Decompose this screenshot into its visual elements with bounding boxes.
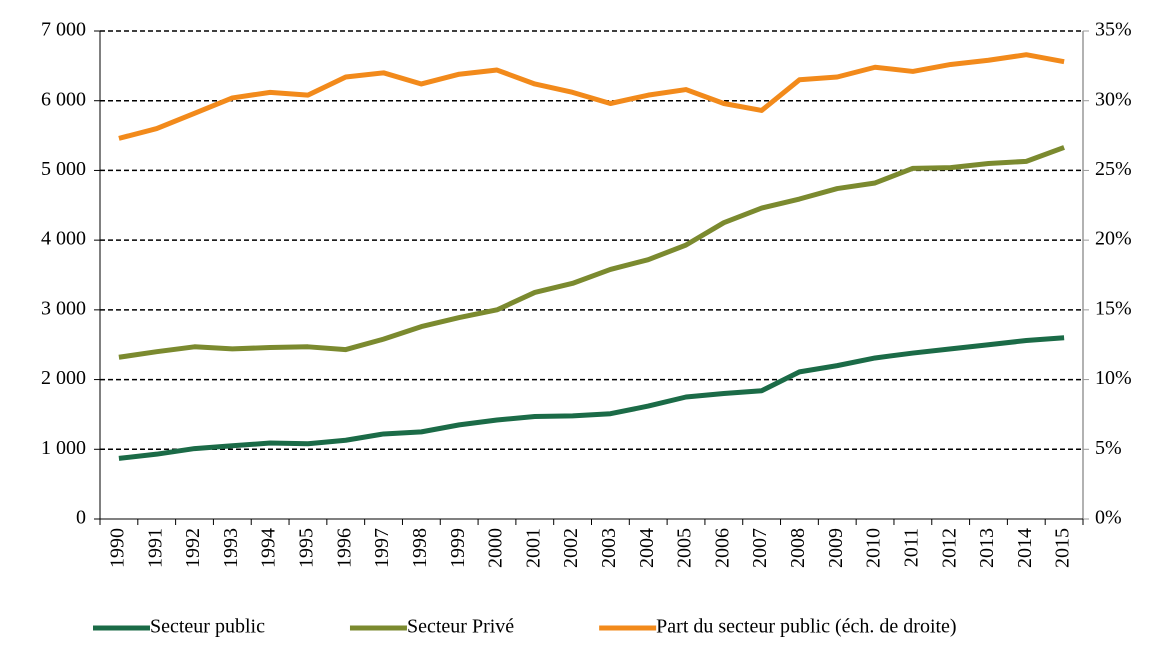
y2-tick-label: 25% — [1095, 158, 1132, 180]
series-line — [118, 335, 1065, 461]
x-tick-label: 1997 — [371, 528, 393, 568]
x-tick-label: 1993 — [220, 528, 242, 568]
y-tick-label: 1 000 — [41, 437, 86, 459]
x-tick-label: 1999 — [447, 528, 469, 568]
x-tick-label: 1992 — [182, 528, 204, 568]
x-tick-label: 2004 — [636, 528, 658, 568]
x-tick-label: 2015 — [1052, 528, 1074, 568]
x-tick-label: 2012 — [938, 528, 960, 568]
y2-tick-label: 15% — [1095, 297, 1132, 319]
y2-tick-label: 0% — [1095, 507, 1122, 529]
x-tick-label: 2008 — [787, 528, 809, 568]
y-tick-label: 0 — [76, 507, 86, 529]
y-tick-label: 3 000 — [41, 297, 86, 319]
y-tick-label: 4 000 — [41, 228, 86, 250]
x-tick-label: 2001 — [522, 528, 544, 568]
x-tick-label: 2006 — [711, 528, 733, 568]
y-tick-label: 2 000 — [41, 367, 86, 389]
x-tick-label: 1995 — [296, 528, 318, 568]
x-tick-label: 1996 — [333, 528, 355, 568]
x-tick-label: 2002 — [560, 528, 582, 568]
x-tick-label: 2009 — [825, 528, 847, 568]
x-tick-label: 2000 — [485, 528, 507, 568]
y-tick-label: 7 000 — [41, 19, 86, 41]
x-tick-label: 2011 — [900, 528, 922, 567]
y-tick-label: 5 000 — [41, 158, 86, 180]
y2-tick-label: 10% — [1095, 367, 1132, 389]
x-tick-label: 1994 — [258, 528, 280, 568]
x-tick-label: 2013 — [976, 528, 998, 568]
legend-label: Secteur Privé — [407, 616, 514, 638]
y2-tick-label: 30% — [1095, 88, 1132, 110]
legend-label: Part du secteur public (éch. de droite) — [656, 616, 956, 638]
x-tick-label: 2014 — [1014, 528, 1036, 568]
y-tick-label: 6 000 — [41, 88, 86, 110]
y2-tick-label: 20% — [1095, 228, 1132, 250]
x-tick-label: 2005 — [674, 528, 696, 568]
x-tick-label: 2003 — [598, 528, 620, 568]
series-line — [118, 145, 1065, 360]
x-tick-label: 1990 — [106, 528, 128, 568]
x-tick-label: 1998 — [409, 528, 431, 568]
series-line — [118, 52, 1065, 141]
x-tick-label: 2007 — [749, 528, 771, 568]
y2-tick-label: 35% — [1095, 19, 1132, 41]
y2-tick-label: 5% — [1095, 437, 1122, 459]
x-tick-label: 2010 — [863, 528, 885, 568]
legend-label: Secteur public — [150, 616, 265, 638]
x-tick-label: 1991 — [144, 528, 166, 568]
